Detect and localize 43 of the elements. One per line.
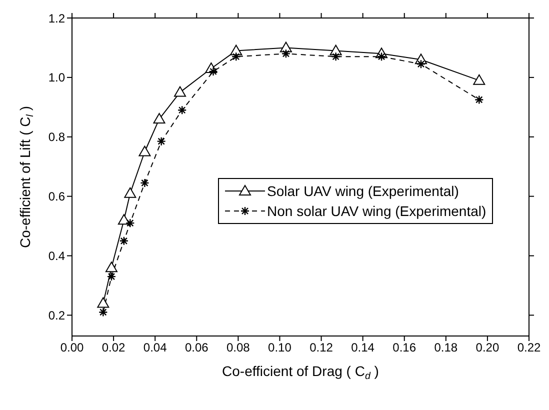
point — [474, 95, 484, 104]
point — [97, 297, 110, 308]
x-tick-label: 0.16 — [392, 340, 416, 355]
x-tick-label: 0.20 — [476, 340, 500, 355]
legend-label: Non solar UAV wing (Experimental) — [267, 202, 486, 221]
y-tick-label: 0.6 — [48, 190, 66, 204]
x-tick-label: 0.06 — [184, 340, 209, 355]
x-tick-label: 0.04 — [143, 340, 168, 355]
x-tick-label: 0.10 — [268, 340, 292, 355]
x-tick-label: 0.02 — [102, 340, 126, 355]
x-tick-label: 0.18 — [434, 340, 458, 355]
point — [106, 272, 116, 282]
point — [416, 59, 426, 69]
point — [281, 49, 291, 58]
point — [105, 262, 118, 272]
y-tick-label: 0.2 — [48, 308, 66, 322]
x-tick-label: 0.00 — [60, 340, 84, 355]
point — [124, 187, 136, 198]
point — [140, 178, 150, 188]
y-tick-label: 1.0 — [48, 70, 66, 85]
x-tick-label: 0.12 — [310, 340, 334, 355]
point — [156, 136, 166, 146]
point — [177, 106, 187, 115]
point — [98, 308, 108, 317]
point — [118, 214, 130, 225]
point — [153, 113, 166, 124]
point — [473, 74, 486, 85]
x-tick-label: 0.14 — [351, 340, 375, 355]
point — [174, 86, 186, 97]
point — [376, 52, 386, 62]
point — [138, 146, 151, 156]
x-tick-label: 0.08 — [226, 340, 250, 355]
point — [232, 52, 241, 62]
y-tick-label: 1.2 — [48, 11, 66, 26]
y-tick-label: 0.4 — [48, 249, 66, 264]
legend-label: Solar UAV wing (Experimental) — [267, 182, 459, 201]
point — [126, 218, 135, 228]
point — [119, 236, 129, 246]
y-tick-label: 0.8 — [48, 130, 66, 144]
x-tick-label: 0.22 — [517, 340, 541, 355]
point — [331, 52, 340, 62]
point — [208, 66, 218, 76]
x-axis-title: Co-efficient of Drag ( C$_{d}$ ) — [222, 363, 379, 382]
